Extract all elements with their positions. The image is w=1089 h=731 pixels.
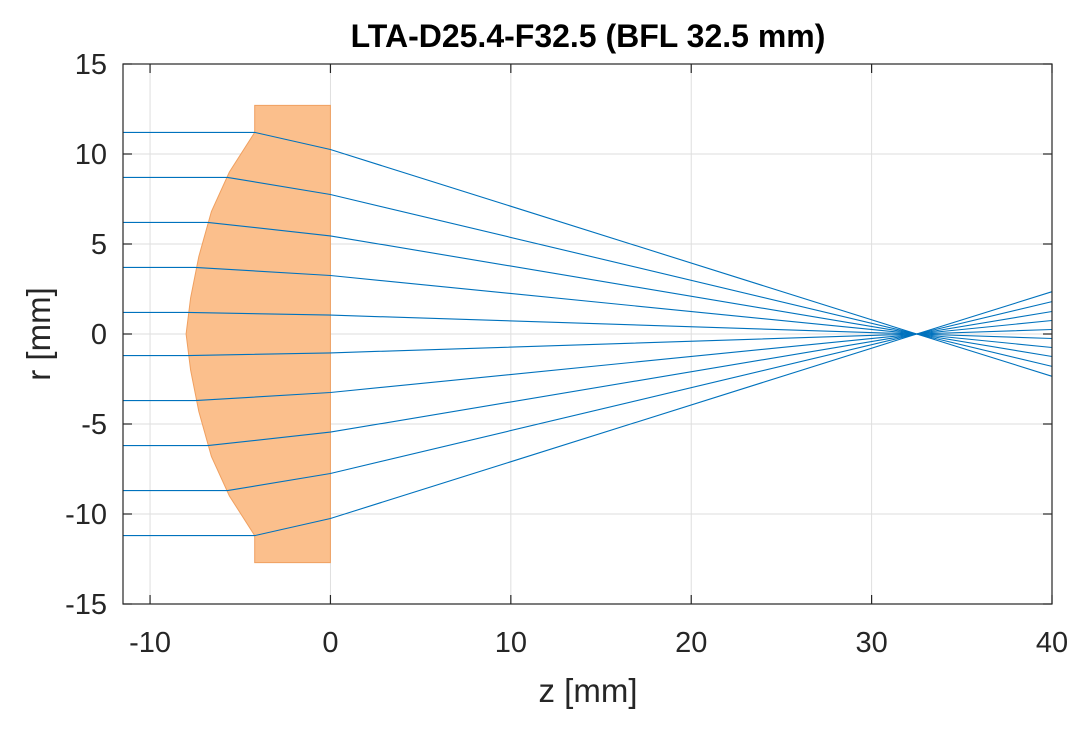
ray-layer bbox=[123, 131, 1053, 537]
y-tick-label: 15 bbox=[75, 49, 107, 81]
ray-line bbox=[123, 301, 1053, 492]
y-tick-label: 10 bbox=[75, 139, 107, 171]
y-tick-label: 5 bbox=[91, 229, 107, 261]
lens-shape bbox=[185, 104, 331, 564]
chart-title: LTA-D25.4-F32.5 (BFL 32.5 mm) bbox=[351, 18, 826, 54]
x-tick-label: 20 bbox=[675, 627, 707, 659]
y-tick-label: -10 bbox=[65, 499, 107, 531]
y-tick-label: -5 bbox=[81, 409, 107, 441]
ray-line bbox=[123, 266, 1053, 349]
ray-line bbox=[123, 221, 1053, 358]
ray-line bbox=[123, 291, 1053, 537]
ray-line bbox=[123, 311, 1053, 340]
ray-line bbox=[123, 310, 1053, 447]
x-tick-label: 30 bbox=[855, 627, 887, 659]
y-tick-label: 0 bbox=[91, 319, 107, 351]
x-tick-label: 0 bbox=[322, 627, 338, 659]
tick-layer: -10 0 10 20 30 40 15 10 5 0 -5 -10 -15 bbox=[65, 49, 1068, 659]
x-axis-label: z [mm] bbox=[539, 672, 638, 709]
ray-line bbox=[123, 328, 1053, 357]
y-tick-label: -15 bbox=[65, 589, 107, 621]
x-tick-label: -10 bbox=[129, 627, 171, 659]
x-tick-label: 40 bbox=[1036, 627, 1068, 659]
x-tick-label: 10 bbox=[495, 627, 527, 659]
ray-line bbox=[123, 176, 1053, 367]
ray-line bbox=[123, 319, 1053, 402]
ray-line bbox=[123, 131, 1053, 377]
y-axis-label: r [mm] bbox=[20, 287, 57, 380]
lens-layer bbox=[185, 104, 331, 564]
